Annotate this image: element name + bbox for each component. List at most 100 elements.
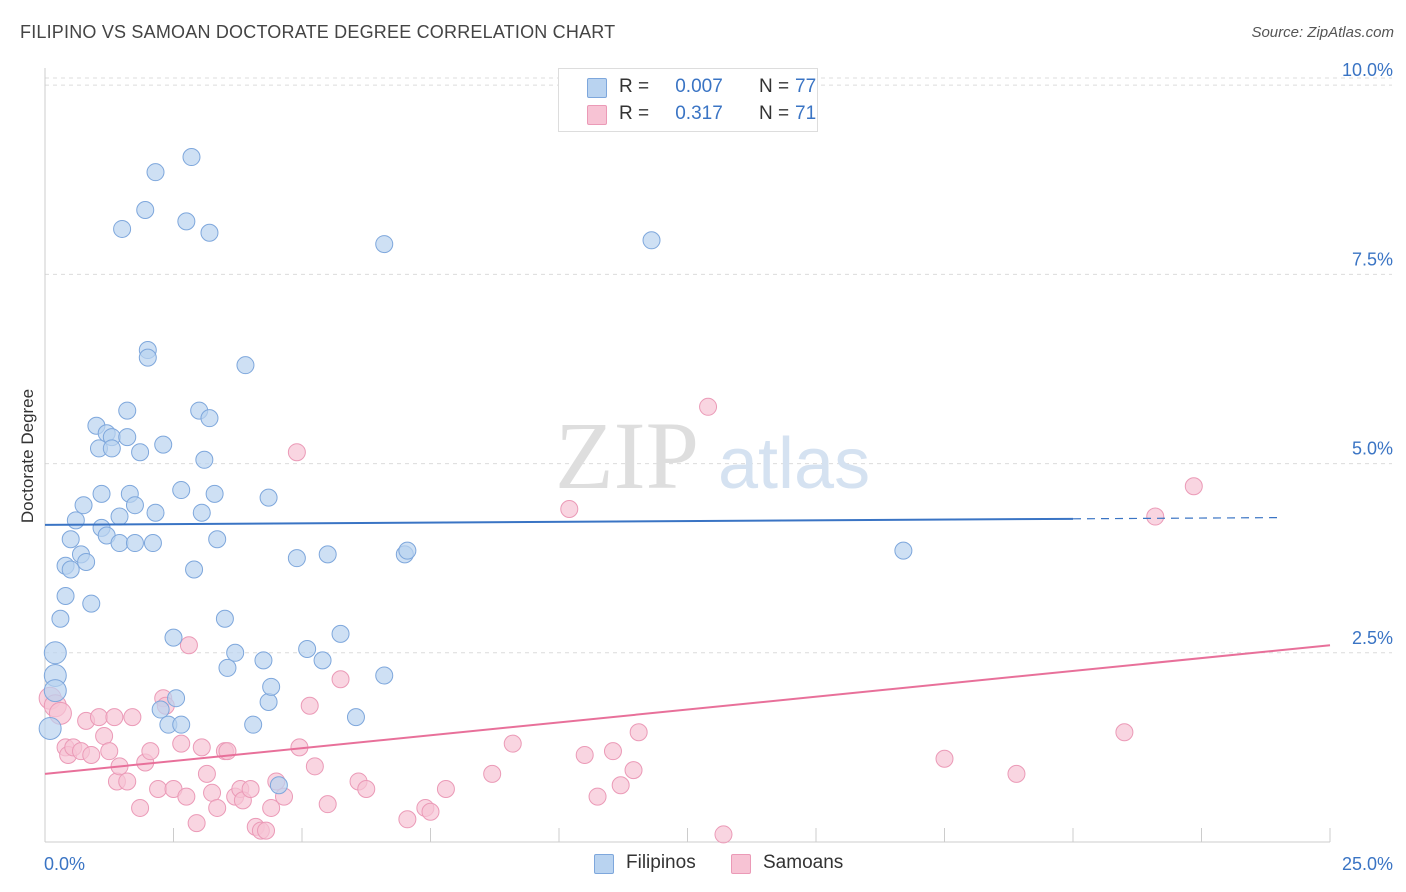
filipinos-point bbox=[269, 776, 288, 795]
filipinos-point bbox=[113, 219, 132, 238]
filipinos-point bbox=[200, 223, 219, 242]
filipinos-point bbox=[192, 503, 211, 522]
filipinos-point bbox=[61, 560, 80, 579]
samoans-point bbox=[241, 780, 260, 799]
filipinos-point bbox=[82, 594, 101, 613]
samoans-point bbox=[560, 499, 579, 518]
filipinos-point bbox=[146, 163, 165, 182]
filipinos-point bbox=[298, 640, 317, 658]
tick-labels: 2.5% 5.0% 7.5% 10.0% 0.0% 25.0% bbox=[44, 60, 1393, 874]
filipinos-point bbox=[43, 679, 67, 703]
chart-title: FILIPINO VS SAMOAN DOCTORATE DEGREE CORR… bbox=[20, 22, 616, 42]
filipinos-point bbox=[102, 439, 121, 458]
samoans-point bbox=[89, 708, 108, 727]
samoans-point bbox=[257, 821, 276, 840]
legend-r-label: R = bbox=[619, 103, 650, 124]
samoans-point bbox=[131, 798, 150, 817]
filipinos-point bbox=[254, 651, 273, 670]
filipinos-point bbox=[154, 435, 173, 454]
correlation-legend: R = 0.007 N = 77 R = 0.317 N = 71 bbox=[558, 68, 818, 132]
filipinos-point bbox=[236, 356, 255, 375]
samoans-point bbox=[935, 749, 954, 768]
filipinos-point bbox=[138, 348, 157, 367]
source-label: Source: ZipAtlas.com bbox=[1251, 24, 1394, 41]
samoans-point bbox=[1007, 764, 1026, 783]
samoans-point bbox=[179, 636, 198, 655]
samoans-point bbox=[123, 708, 142, 727]
samoans-point bbox=[318, 795, 337, 814]
filipinos-point bbox=[287, 549, 306, 568]
filipinos-point bbox=[43, 641, 67, 665]
filipinos-point bbox=[164, 628, 183, 647]
samoans-point bbox=[208, 798, 227, 817]
legend-r-value: 0.007 bbox=[675, 76, 723, 97]
legend-label-samoans: Samoans bbox=[763, 852, 844, 873]
filipinos-point bbox=[125, 496, 144, 515]
filipinos-point bbox=[318, 545, 337, 564]
samoans-point bbox=[203, 783, 222, 802]
filipinos-point bbox=[118, 428, 137, 447]
filipinos-point bbox=[51, 609, 70, 628]
filipinos-point bbox=[331, 624, 350, 643]
filipinos-point bbox=[167, 689, 186, 708]
watermark-zip: ZIP bbox=[555, 402, 699, 509]
y-tick-label: 7.5% bbox=[1352, 249, 1393, 269]
filipinos-point bbox=[56, 587, 75, 606]
filipinos-point bbox=[262, 677, 281, 696]
filipinos-point bbox=[77, 552, 96, 571]
legend-n-value: 71 bbox=[795, 103, 817, 124]
samoans-point bbox=[149, 780, 168, 799]
filipinos-point bbox=[125, 534, 144, 553]
filipinos-point bbox=[110, 534, 129, 553]
filipinos-point bbox=[146, 503, 165, 522]
samoans-point bbox=[192, 738, 211, 757]
legend-label-filipinos: Filipinos bbox=[626, 852, 696, 873]
y-tick-label: 10.0% bbox=[1342, 60, 1393, 80]
filipinos-point bbox=[143, 534, 162, 553]
samoans-point bbox=[436, 780, 455, 799]
filipinos-point bbox=[375, 235, 394, 254]
filipinos-point bbox=[346, 708, 365, 727]
legend-swatch-blue bbox=[587, 78, 607, 98]
samoans-point bbox=[1146, 507, 1165, 526]
samoans-point bbox=[331, 670, 350, 689]
watermark-atlas: atlas bbox=[718, 424, 870, 504]
legend-n-value: 77 bbox=[795, 76, 817, 97]
filipinos-point bbox=[61, 530, 80, 549]
filipinos-point bbox=[200, 409, 219, 428]
y-axis-label: Doctorate Degree bbox=[18, 389, 37, 523]
filipinos-point bbox=[177, 212, 196, 231]
samoans-point bbox=[603, 742, 622, 761]
samoans-point bbox=[629, 723, 648, 742]
legend-swatch-pink bbox=[587, 105, 607, 125]
axes bbox=[44, 68, 1331, 843]
filipinos-point bbox=[398, 541, 417, 560]
filipinos-point bbox=[226, 643, 245, 662]
filipinos-point bbox=[66, 511, 85, 530]
samoans-point bbox=[357, 780, 376, 799]
filipinos-point bbox=[215, 609, 234, 628]
filipinos-point bbox=[131, 443, 150, 462]
filipinos-point bbox=[205, 484, 224, 503]
filipinos-point bbox=[259, 488, 278, 507]
filipinos-point bbox=[375, 666, 394, 685]
legend-r-label: R = bbox=[619, 76, 650, 97]
samoans-point bbox=[624, 761, 643, 780]
filipinos-point bbox=[313, 651, 332, 670]
samoans-point bbox=[1184, 477, 1203, 496]
legend-swatch-blue bbox=[594, 854, 614, 874]
legend-swatch-pink bbox=[731, 854, 751, 874]
samoans-point bbox=[483, 764, 502, 783]
samoans-point bbox=[575, 745, 594, 764]
samoans-point bbox=[714, 825, 733, 844]
filipinos-point bbox=[110, 507, 129, 526]
legend-n-label: N = bbox=[759, 103, 790, 124]
y-tick-label: 2.5% bbox=[1352, 628, 1393, 648]
filipinos-point bbox=[172, 481, 191, 500]
x-tick-label-max: 25.0% bbox=[1342, 854, 1393, 874]
samoans-point bbox=[300, 696, 319, 715]
samoans-point bbox=[187, 814, 206, 833]
samoans-trend-line bbox=[44, 644, 1331, 775]
filipinos-point bbox=[195, 450, 214, 469]
samoans-point bbox=[588, 787, 607, 806]
